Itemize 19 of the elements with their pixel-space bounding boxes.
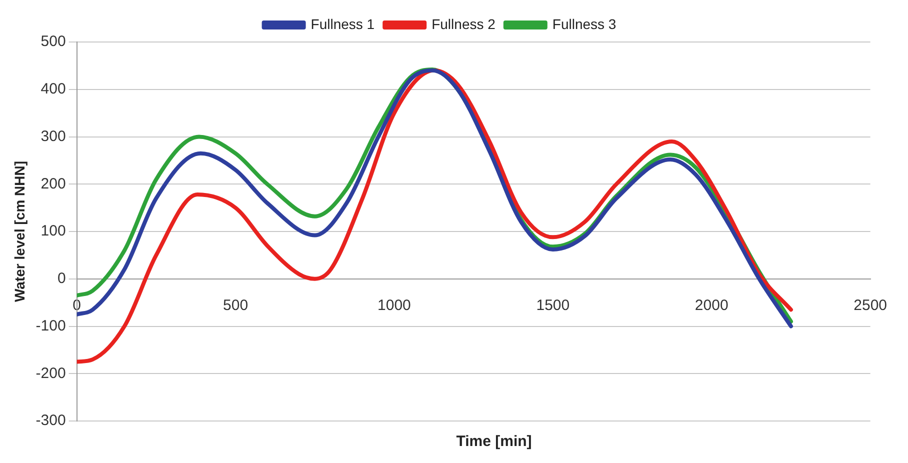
y-tick-label: 100 bbox=[40, 222, 66, 240]
x-tick-label: 1000 bbox=[378, 297, 411, 314]
legend-label: Fullness 3 bbox=[552, 16, 616, 32]
legend-label: Fullness 2 bbox=[432, 16, 496, 32]
x-tick-label: 2000 bbox=[694, 297, 728, 314]
x-axis-title: Time [min] bbox=[455, 433, 533, 450]
x-tick-label: 1500 bbox=[536, 297, 570, 314]
y-axis-title: Water level [cm NHN] bbox=[11, 160, 28, 302]
y-tick-label: -200 bbox=[36, 364, 66, 382]
y-tick-label: -300 bbox=[36, 412, 66, 430]
y-tick-label: 400 bbox=[40, 80, 66, 98]
legend-label: Fullness 1 bbox=[310, 16, 375, 32]
y-tick-label: 300 bbox=[40, 128, 66, 145]
y-tick-label: -100 bbox=[36, 317, 66, 334]
y-tick-label: 500 bbox=[40, 33, 66, 50]
y-tick-label: 200 bbox=[40, 175, 66, 192]
x-tick-label: 500 bbox=[223, 297, 248, 314]
x-tick-label: 2500 bbox=[854, 297, 888, 314]
y-tick-label: 0 bbox=[57, 270, 66, 288]
